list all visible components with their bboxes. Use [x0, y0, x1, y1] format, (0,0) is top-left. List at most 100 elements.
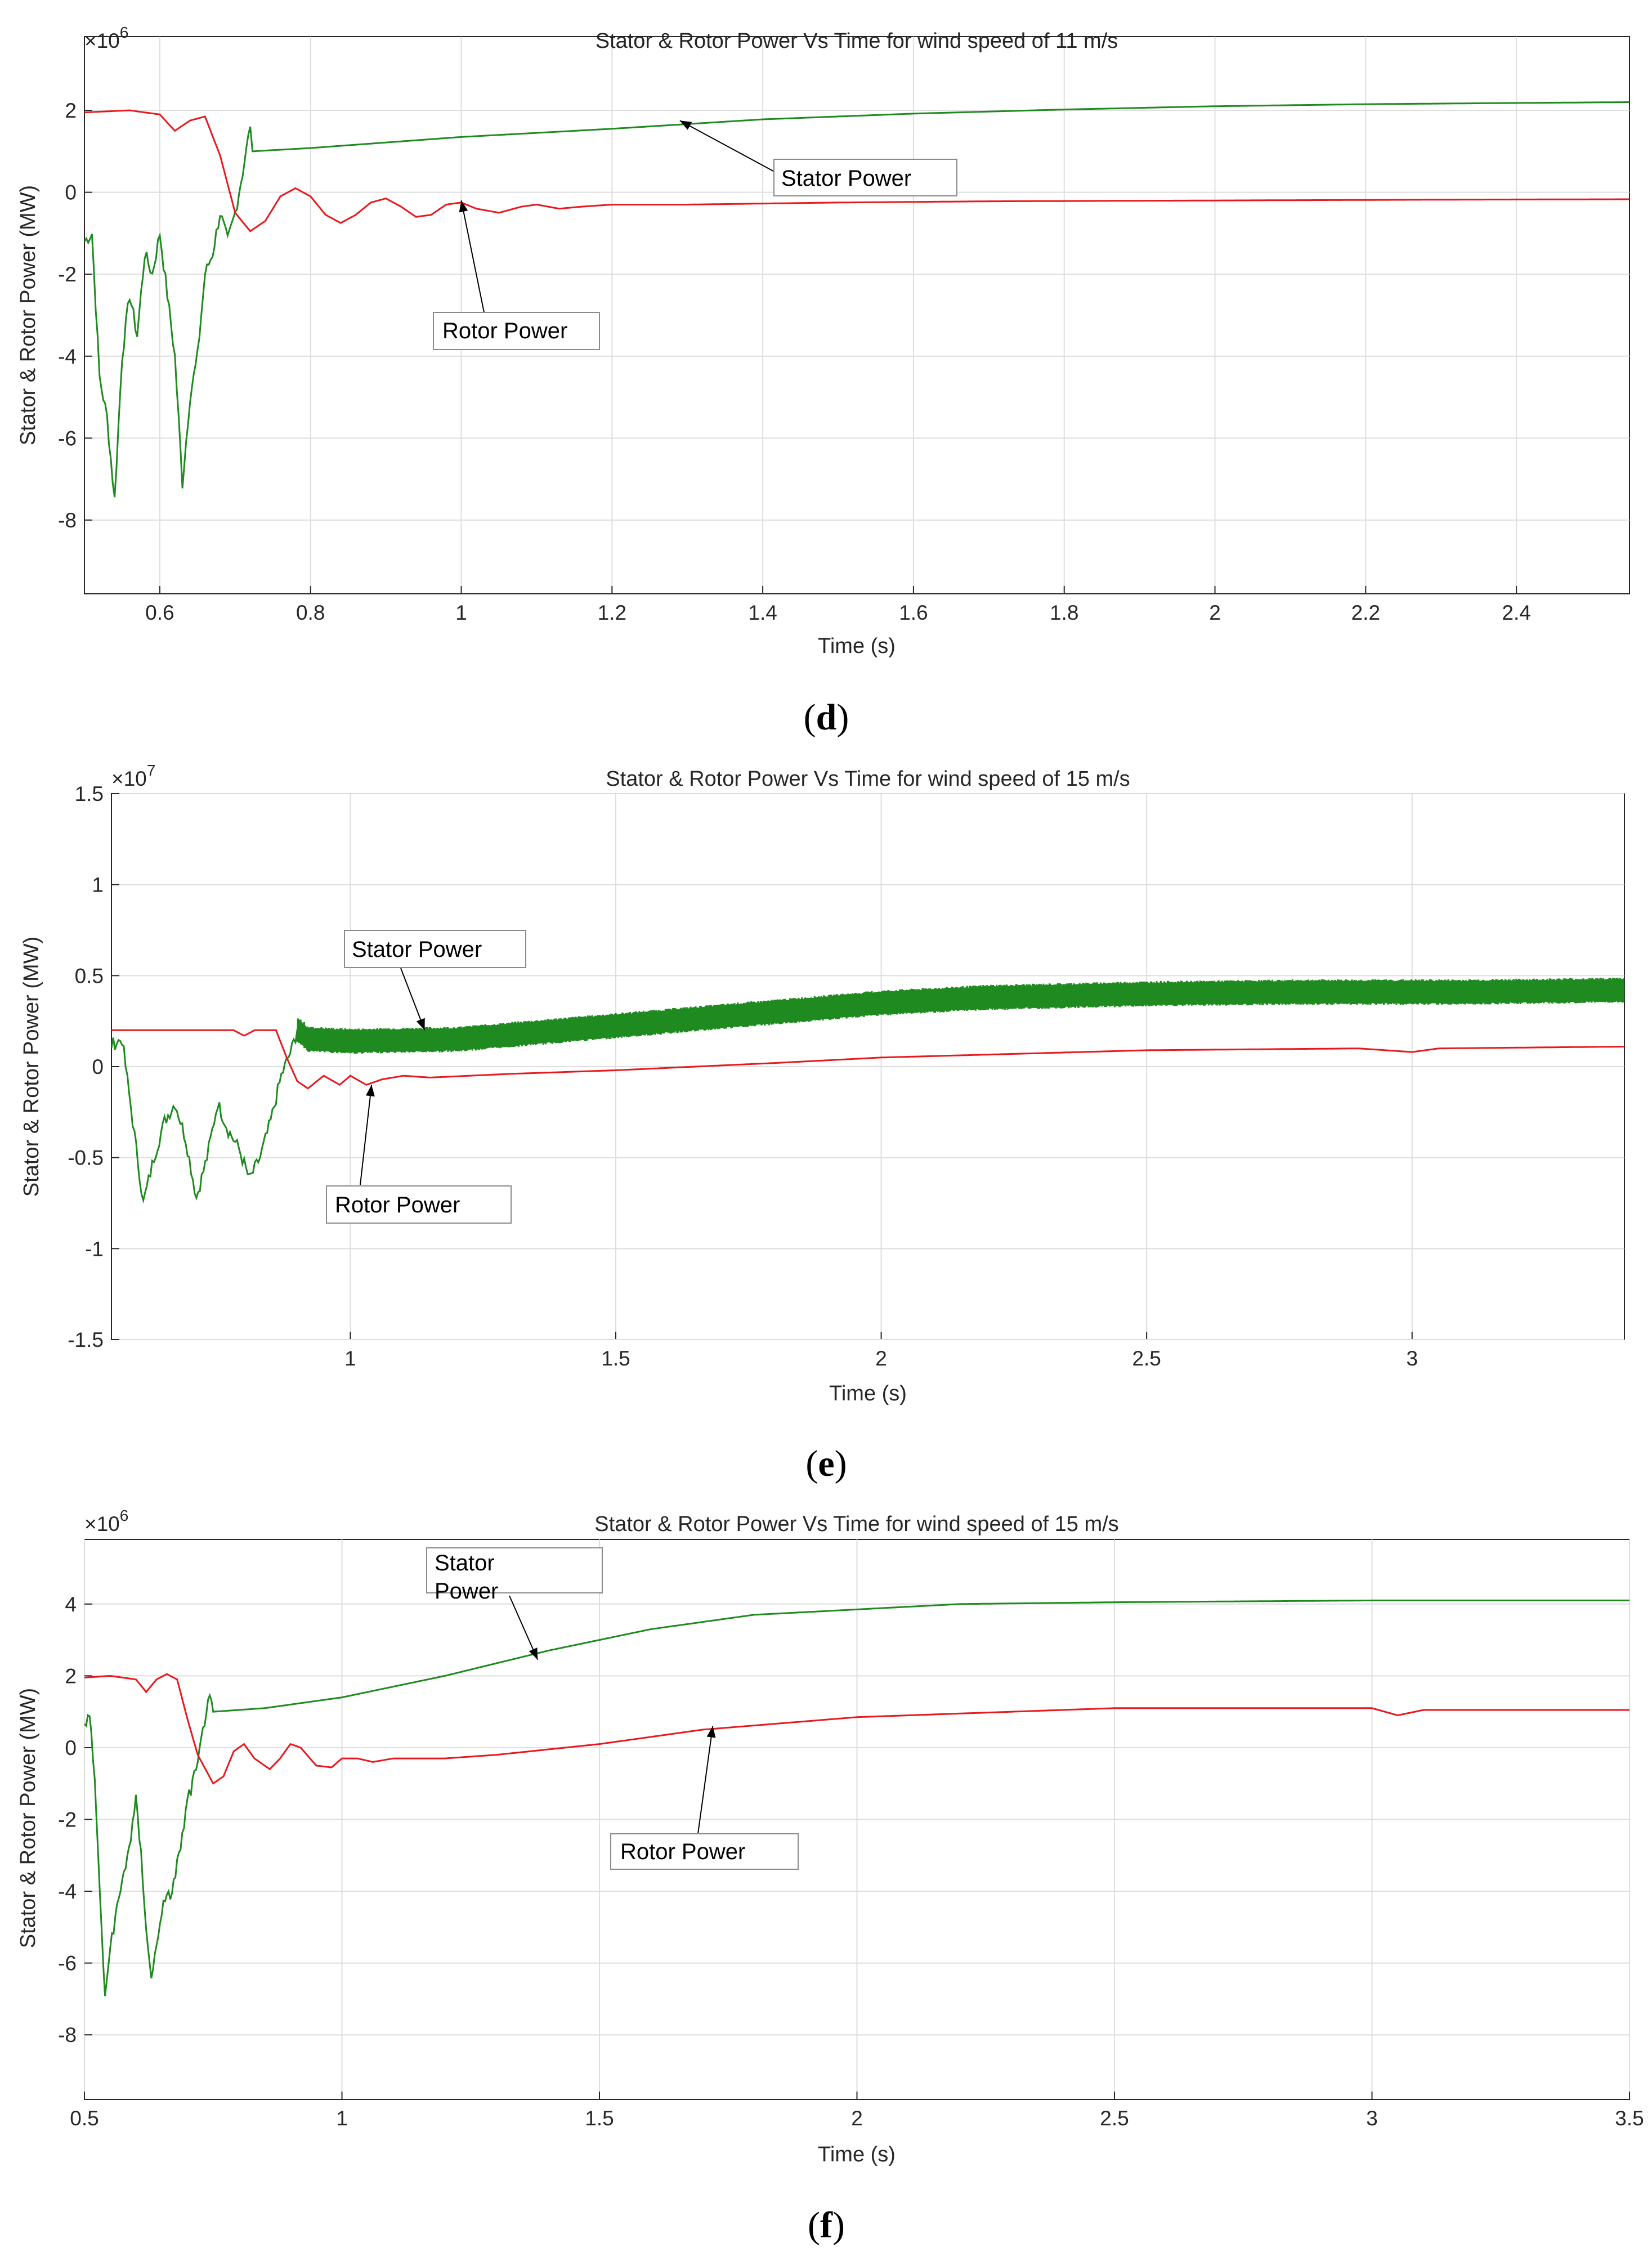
x-axis-label: Time (s) — [818, 634, 896, 658]
series-line-stator-power — [84, 101, 1629, 498]
annotation-stator-power: Stator Power — [426, 1547, 603, 1660]
panel-caption: (d) — [804, 697, 849, 738]
y-multiplier: ×107 — [111, 762, 155, 790]
annotation-text: Stator — [435, 1551, 495, 1575]
annotation-box — [426, 1547, 603, 1593]
annotation-stator-power: Stator Power — [679, 120, 957, 196]
y-exponent: 6 — [120, 1507, 129, 1524]
x-tick-label: 2.5 — [1100, 2107, 1129, 2130]
y-multiplier: ×106 — [84, 24, 128, 52]
series-line-rotor-power — [84, 1673, 1629, 1785]
panel-d: 0.6 0.8 1 1.2 1.4 1.6 1.8 2 2.2 2.4 -8 -6 -4 -2 0 2 Sta… — [16, 24, 1630, 738]
annotation-rotor-power: Rotor Power — [433, 200, 600, 350]
y-tick-label: -6 — [58, 427, 77, 450]
chart-title: Stator & Rotor Power Vs Time for wind sp… — [594, 1512, 1118, 1536]
x-tick-label: 3 — [1366, 2107, 1378, 2130]
gridlines — [84, 1539, 1630, 2099]
annotation-text: Stator Power — [781, 166, 911, 191]
y-tick-label: 0.5 — [75, 964, 104, 987]
x-tick-label: 0.5 — [70, 2107, 99, 2130]
y-tick-label: -8 — [58, 2023, 77, 2047]
caption-letter: e — [818, 1443, 834, 1484]
annotation-box — [610, 1833, 799, 1870]
panel-f: 0.5 1 1.5 2 2.5 3 3.5 -8 -6 -4 -2 0 2 4 Stator & Roto… — [16, 1507, 1644, 2246]
x-axis-label: Time (s) — [829, 1382, 907, 1405]
annotation-arrow — [360, 1085, 373, 1185]
y-tick-label: 1.5 — [75, 782, 104, 805]
annotation-arrowhead — [706, 1726, 716, 1738]
x-tick-label: 2.2 — [1351, 601, 1380, 624]
x-tick-label: 1.6 — [899, 601, 928, 624]
annotation-rotor-power: Rotor Power — [326, 1085, 512, 1224]
x-tick-label: 1.2 — [598, 601, 626, 624]
x-tick-label: 1 — [455, 601, 467, 624]
x-tick-label: 1.5 — [585, 2107, 614, 2130]
caption-letter: f — [820, 2205, 833, 2246]
y-tick-label: 2 — [65, 1664, 77, 1687]
annotation-box — [773, 159, 957, 196]
y-tick-label: 2 — [65, 99, 77, 122]
annotation-arrow — [509, 1595, 539, 1660]
y-multiplier: ×106 — [84, 1507, 128, 1535]
y-tick-label: -2 — [58, 1808, 77, 1832]
annotation-text: Rotor Power — [335, 1193, 460, 1217]
annotation-arrowhead — [529, 1647, 538, 1660]
y-exponent: 7 — [147, 762, 156, 779]
series-lines — [84, 101, 1629, 498]
y-tick-label: 0 — [92, 1055, 104, 1078]
x-tick-label: 0.8 — [296, 601, 325, 624]
y-tick-label: 1 — [92, 874, 104, 897]
y-tick-label: -1 — [85, 1237, 104, 1260]
y-tick-label: -4 — [58, 1880, 77, 1903]
tick-labels: 0.5 1 1.5 2 2.5 3 3.5 -8 -6 -4 -2 0 2 4 — [58, 1593, 1644, 2130]
series-oscillation-band — [296, 978, 1624, 1054]
panel-caption: (e) — [805, 1443, 847, 1484]
y-tick-label: -2 — [58, 263, 77, 286]
x-axis-label: Time (s) — [818, 2143, 896, 2166]
gridlines — [84, 37, 1629, 594]
annotation-arrowhead — [459, 200, 468, 213]
y-tick-label: 0 — [65, 181, 77, 204]
x-tick-label: 2 — [1209, 601, 1221, 624]
y-tick-label: -8 — [58, 509, 77, 532]
series-line-rotor-power — [111, 1029, 1624, 1090]
annotation-arrow — [460, 200, 485, 313]
annotation-box — [433, 312, 600, 350]
y-tick-label: -4 — [58, 345, 77, 368]
annotation-arrowhead — [365, 1085, 375, 1097]
gridlines — [111, 793, 1624, 1340]
annotation-stator-power: Stator Power — [344, 930, 526, 1031]
y-tick-label: -6 — [58, 1952, 77, 1975]
annotation-arrow — [697, 1726, 714, 1834]
x-tick-label: 1.4 — [748, 601, 777, 624]
x-tick-label: 1.8 — [1050, 601, 1078, 624]
y-axis-label: Stator & Rotor Power (MW) — [16, 185, 40, 445]
annotation-arrow — [679, 120, 780, 175]
x-tick-label: 1.5 — [601, 1347, 630, 1370]
x-tick-label: 3 — [1406, 1347, 1418, 1370]
y-multiplier-base: ×10 — [84, 1512, 120, 1535]
x-tick-label: 1 — [344, 1347, 356, 1370]
caption-letter: d — [816, 697, 837, 738]
y-multiplier-base: ×10 — [111, 767, 147, 790]
y-axis-label: Stator & Rotor Power (MW) — [20, 937, 43, 1197]
x-tick-label: 1 — [336, 2107, 348, 2130]
chart-title: Stator & Rotor Power Vs Time for wind sp… — [596, 29, 1118, 53]
x-tick-label: 0.6 — [145, 601, 174, 624]
annotation-rotor-power: Rotor Power — [610, 1726, 799, 1870]
x-tick-label: 2.5 — [1132, 1347, 1161, 1370]
y-tick-label: 0 — [65, 1736, 77, 1759]
x-tick-label: 2 — [875, 1347, 887, 1370]
annotation-text: Rotor Power — [442, 319, 567, 343]
y-tick-label: -1.5 — [68, 1328, 104, 1351]
series-lines — [111, 978, 1624, 1204]
annotation-text: Stator Power — [352, 937, 482, 962]
y-multiplier-base: ×10 — [84, 29, 120, 52]
tick-labels: 0.6 0.8 1 1.2 1.4 1.6 1.8 2 2.2 2.4 -8 -6 -4 -2 0 2 — [58, 99, 1531, 624]
y-tick-label: -0.5 — [68, 1147, 104, 1170]
x-tick-label: 2.4 — [1502, 601, 1530, 624]
tick-labels: 1 1.5 2 2.5 3 -1.5 -1 -0.5 0 0.5 1 1.5 — [68, 782, 1418, 1370]
annotation-arrowhead — [679, 120, 692, 130]
series-line-stator-power — [84, 1599, 1629, 1996]
